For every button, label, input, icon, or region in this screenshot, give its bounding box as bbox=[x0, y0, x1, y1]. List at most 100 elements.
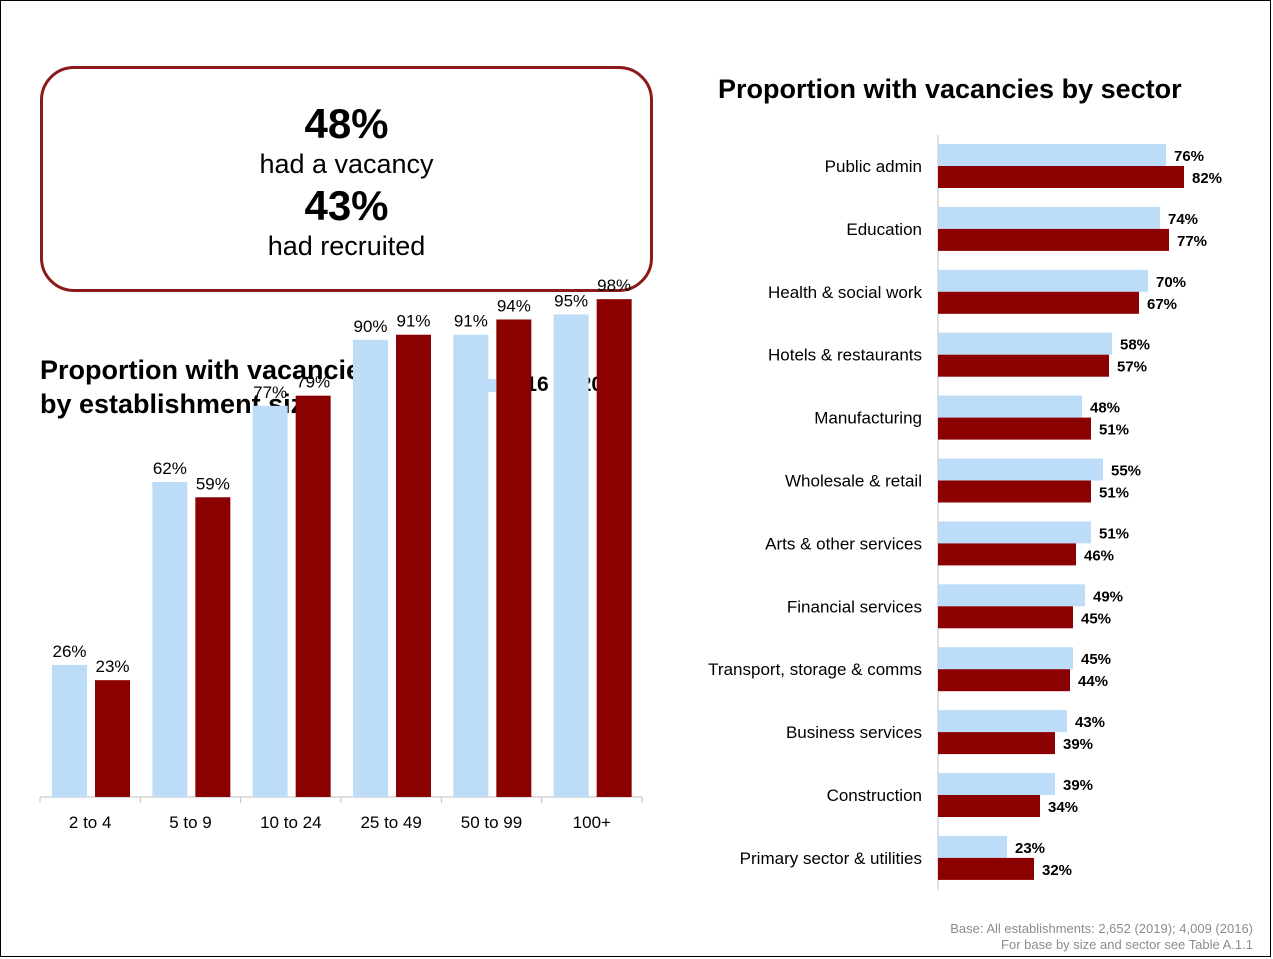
sector-bar-2019 bbox=[938, 354, 1109, 377]
size-bar-2016 bbox=[553, 314, 589, 797]
sector-chart-title: Proportion with vacancies by sector bbox=[718, 74, 1182, 104]
size-data-label: 90% bbox=[353, 317, 387, 336]
sector-bar-2019 bbox=[938, 795, 1040, 817]
size-bar-2016 bbox=[252, 405, 288, 797]
sector-data-label: 32% bbox=[1042, 862, 1072, 879]
size-data-label: 91% bbox=[396, 312, 430, 331]
sector-data-label: 45% bbox=[1081, 651, 1111, 668]
sector-data-label: 55% bbox=[1111, 463, 1141, 480]
size-data-label: 98% bbox=[597, 276, 631, 295]
sector-data-label: 67% bbox=[1147, 296, 1177, 313]
sector-category-label: Financial services bbox=[787, 597, 922, 616]
size-category-label: 100+ bbox=[573, 813, 611, 832]
base-note-line1: Base: All establishments: 2,652 (2019); … bbox=[950, 921, 1253, 936]
size-data-label: 95% bbox=[554, 291, 588, 310]
sector-bar-2016 bbox=[938, 647, 1073, 670]
sector-category-label: Arts & other services bbox=[765, 534, 922, 553]
vacancy-percent: 48% bbox=[304, 100, 389, 147]
sector-data-label: 77% bbox=[1177, 233, 1207, 250]
sector-category-label: Business services bbox=[786, 723, 922, 742]
sector-category-label: Transport, storage & comms bbox=[708, 660, 922, 679]
size-category-label: 2 to 4 bbox=[69, 813, 112, 832]
sector-bar-2019 bbox=[938, 543, 1076, 566]
recruited-percent: 43% bbox=[304, 182, 389, 229]
headline-stats-box: 48% had a vacancy 43% had recruited bbox=[40, 66, 653, 292]
sector-data-label: 45% bbox=[1081, 610, 1111, 627]
sector-category-label: Wholesale & retail bbox=[785, 472, 922, 491]
size-data-label: 77% bbox=[253, 383, 287, 402]
sector-data-label: 43% bbox=[1075, 714, 1105, 731]
sector-bar-2016 bbox=[938, 835, 1007, 858]
size-bar-2019 bbox=[295, 395, 331, 797]
sector-bar-2016 bbox=[938, 206, 1160, 229]
sector-data-label: 58% bbox=[1120, 337, 1150, 354]
size-data-label: 94% bbox=[497, 296, 531, 315]
sector-bar-2019 bbox=[938, 291, 1139, 314]
base-note-line2: For base by size and sector see Table A.… bbox=[1001, 937, 1253, 952]
sector-data-label: 34% bbox=[1048, 799, 1078, 816]
sector-bar-2016 bbox=[938, 332, 1112, 355]
size-bar-2019 bbox=[95, 680, 130, 797]
vacancy-label: had a vacancy bbox=[259, 149, 434, 179]
sector-bar-2016 bbox=[938, 584, 1085, 607]
sector-bar-2016 bbox=[938, 144, 1166, 166]
size-bar-2016 bbox=[152, 482, 188, 797]
size-bar-2019 bbox=[496, 319, 532, 797]
size-category-label: 10 to 24 bbox=[260, 813, 321, 832]
sector-data-label: 39% bbox=[1063, 777, 1093, 794]
sector-bar-2019 bbox=[938, 732, 1055, 755]
sector-data-label: 57% bbox=[1117, 359, 1147, 376]
sector-bar-2019 bbox=[938, 480, 1091, 503]
sector-data-label: 82% bbox=[1192, 170, 1222, 187]
sector-data-label: 51% bbox=[1099, 485, 1129, 502]
sector-category-label: Health & social work bbox=[768, 283, 923, 302]
size-chart-title-line1: Proportion with vacancies bbox=[40, 355, 377, 385]
size-data-label: 59% bbox=[196, 474, 230, 493]
recruited-label: had recruited bbox=[267, 231, 426, 261]
size-data-label: 26% bbox=[52, 642, 86, 661]
sector-data-label: 51% bbox=[1099, 525, 1129, 542]
sector-data-label: 70% bbox=[1156, 274, 1186, 291]
size-bar-2016 bbox=[453, 334, 489, 797]
sector-data-label: 39% bbox=[1063, 736, 1093, 753]
sector-bar-2019 bbox=[938, 669, 1070, 692]
base-note: Base: All establishments: 2,652 (2019); … bbox=[950, 921, 1253, 953]
size-category-label: 50 to 99 bbox=[461, 813, 522, 832]
sector-bar-2019 bbox=[938, 417, 1091, 440]
size-bar-2016 bbox=[52, 664, 87, 797]
sector-category-label: Hotels & restaurants bbox=[768, 346, 922, 365]
sector-data-label: 48% bbox=[1090, 400, 1120, 417]
sector-bar-2016 bbox=[938, 773, 1055, 795]
size-bar-2019 bbox=[596, 299, 632, 797]
sector-bar-2016 bbox=[938, 458, 1103, 481]
sector-bar-2019 bbox=[938, 857, 1034, 880]
sector-data-label: 46% bbox=[1084, 547, 1114, 564]
sector-bar-2019 bbox=[938, 228, 1169, 251]
sector-category-label: Public admin bbox=[825, 157, 922, 176]
sector-data-label: 74% bbox=[1168, 211, 1198, 228]
sector-data-label: 76% bbox=[1174, 148, 1204, 165]
size-data-label: 91% bbox=[454, 312, 488, 331]
size-category-label: 25 to 49 bbox=[360, 813, 421, 832]
sector-category-label: Manufacturing bbox=[814, 409, 922, 428]
sector-data-label: 23% bbox=[1015, 840, 1045, 857]
sector-category-label: Primary sector & utilities bbox=[740, 849, 922, 868]
size-bar-2019 bbox=[396, 334, 431, 797]
size-category-label: 5 to 9 bbox=[169, 813, 212, 832]
sector-category-label: Education bbox=[846, 220, 922, 239]
sector-bar-2019 bbox=[938, 606, 1073, 629]
sector-bar-2016 bbox=[938, 710, 1067, 733]
sector-bar-2016 bbox=[938, 395, 1082, 418]
sector-bar-2016 bbox=[938, 269, 1148, 292]
sector-data-label: 49% bbox=[1093, 588, 1123, 605]
size-data-label: 79% bbox=[296, 373, 330, 392]
sector-category-label: Construction bbox=[827, 786, 922, 805]
size-bar-2016 bbox=[353, 339, 388, 797]
sector-bar-2019 bbox=[938, 166, 1184, 188]
sector-bar-2016 bbox=[938, 521, 1091, 544]
size-data-label: 23% bbox=[95, 657, 129, 676]
sector-data-label: 44% bbox=[1078, 673, 1108, 690]
